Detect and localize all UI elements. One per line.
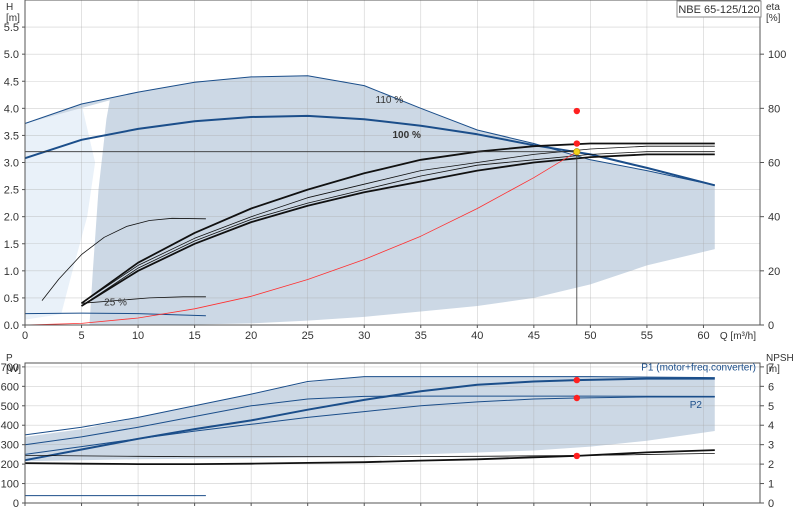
x-tick-label: 45: [528, 330, 540, 342]
right-tick-label: 4: [768, 420, 774, 432]
right-axis-label: NPSH: [766, 353, 794, 364]
series-curve: [81, 296, 206, 304]
model-name-box: [676, 0, 762, 18]
right-tick-label: 3: [768, 440, 774, 452]
series-curve: [81, 151, 715, 307]
right-tick-label: 0: [768, 498, 774, 510]
series-25: [24, 312, 206, 317]
x-tick-label: 50: [584, 330, 596, 342]
x-tick-label: 60: [697, 330, 709, 342]
series-curve: [81, 153, 715, 307]
left-tick-label: 0: [13, 498, 19, 510]
left-tick-label: 700: [1, 362, 19, 374]
left-tick-label: 600: [1, 381, 19, 393]
left-tick-label: 5.5: [4, 22, 19, 34]
left-tick-label: 100: [1, 479, 19, 491]
curve-annotation: 25 %: [104, 298, 127, 309]
left-tick-label: 5.0: [4, 49, 19, 61]
left-tick-label: 400: [1, 420, 19, 432]
right-tick-label: 80: [768, 103, 780, 115]
right-axis-label: [m]: [766, 364, 780, 375]
series-label-p1: P1 (motor+freq.converter): [641, 363, 756, 374]
curve-annotation: 110 %: [376, 95, 404, 106]
left-axis-label: [m]: [6, 13, 20, 24]
left-tick-label: 2.5: [4, 185, 19, 197]
plot-frame: [24, 362, 761, 504]
right-tick-label: 7: [768, 362, 774, 374]
right-axis-label: [%]: [766, 13, 781, 24]
left-tick-label: 3.0: [4, 158, 19, 170]
left-axis-label: [W]: [6, 364, 21, 375]
right-tick-label: 1: [768, 479, 774, 491]
series-curve: [24, 395, 715, 446]
series-curve: [80, 142, 715, 305]
right-tick-label: 40: [768, 212, 780, 224]
x-tick-label: 10: [132, 330, 144, 342]
series-curve: [81, 145, 715, 304]
left-tick-label: 200: [1, 459, 19, 471]
left-tick-label: 300: [1, 440, 19, 452]
series-curve: [24, 453, 715, 458]
series-curve: [24, 151, 578, 326]
right-tick-label: 20: [768, 266, 780, 278]
right-tick-label: 100: [768, 49, 786, 61]
x-tick-label: 5: [78, 330, 84, 342]
right-tick-label: 6: [768, 381, 774, 393]
x-tick-label: 55: [641, 330, 653, 342]
right-tick-label: 5: [768, 401, 774, 413]
curve-point-marker: [573, 394, 581, 402]
x-tick-label: 25: [302, 330, 314, 342]
duty-point-marker: [573, 148, 581, 156]
model-name: NBE 65-125/120: [678, 4, 759, 16]
curve-point-marker: [573, 140, 581, 147]
x-tick-label: 30: [358, 330, 370, 342]
series-curve: [41, 217, 206, 301]
series-curve: [24, 376, 715, 436]
curve-annotation: 100 %: [393, 130, 421, 141]
curve-point-marker: [573, 107, 581, 115]
x-tick-label: 15: [188, 330, 200, 342]
x-axis-label: Q [m³/h]: [720, 331, 756, 342]
x-tick-label: 0: [22, 330, 28, 342]
curve-point-marker: [573, 452, 581, 460]
left-tick-label: 0.5: [4, 293, 19, 305]
x-tick-label: 35: [415, 330, 427, 342]
left-tick-label: 4.5: [4, 76, 19, 88]
power-npsh-panel: 0 100 200 300 400 500 600 700 0 1 2 3 4 5 6 7 P[W] NPSH[m…: [1, 353, 794, 510]
series-110: [24, 75, 715, 186]
curve-point-marker: [573, 376, 581, 384]
x-tick-label: 20: [245, 330, 257, 342]
operating-region: [25, 376, 715, 462]
x-tick-label: 40: [471, 330, 483, 342]
operating-region: [25, 75, 715, 325]
left-tick-label: 1.5: [4, 239, 19, 251]
left-tick-label: 500: [1, 401, 19, 413]
low-speed-region: [25, 104, 96, 320]
right-tick-label: 2: [768, 459, 774, 471]
right-tick-label: 60: [768, 158, 780, 170]
right-tick-label: 0: [768, 320, 774, 332]
left-axis-label: H: [6, 2, 13, 13]
right-axis-label: eta: [766, 2, 780, 13]
left-tick-label: 3.5: [4, 130, 19, 142]
left-tick-label: 2.0: [4, 212, 19, 224]
head-efficiency-panel: 110 % 100 % 25 % 0.0 0.5 1.0 1.5 2.0 2.5 3.0 3.5 4…: [4, 0, 786, 342]
left-tick-label: 1.0: [4, 266, 19, 278]
left-axis-label: P: [6, 353, 13, 364]
left-tick-label: 4.0: [4, 103, 19, 115]
series-label-p2: P2: [690, 400, 703, 411]
left-tick-label: 0.0: [4, 320, 19, 332]
